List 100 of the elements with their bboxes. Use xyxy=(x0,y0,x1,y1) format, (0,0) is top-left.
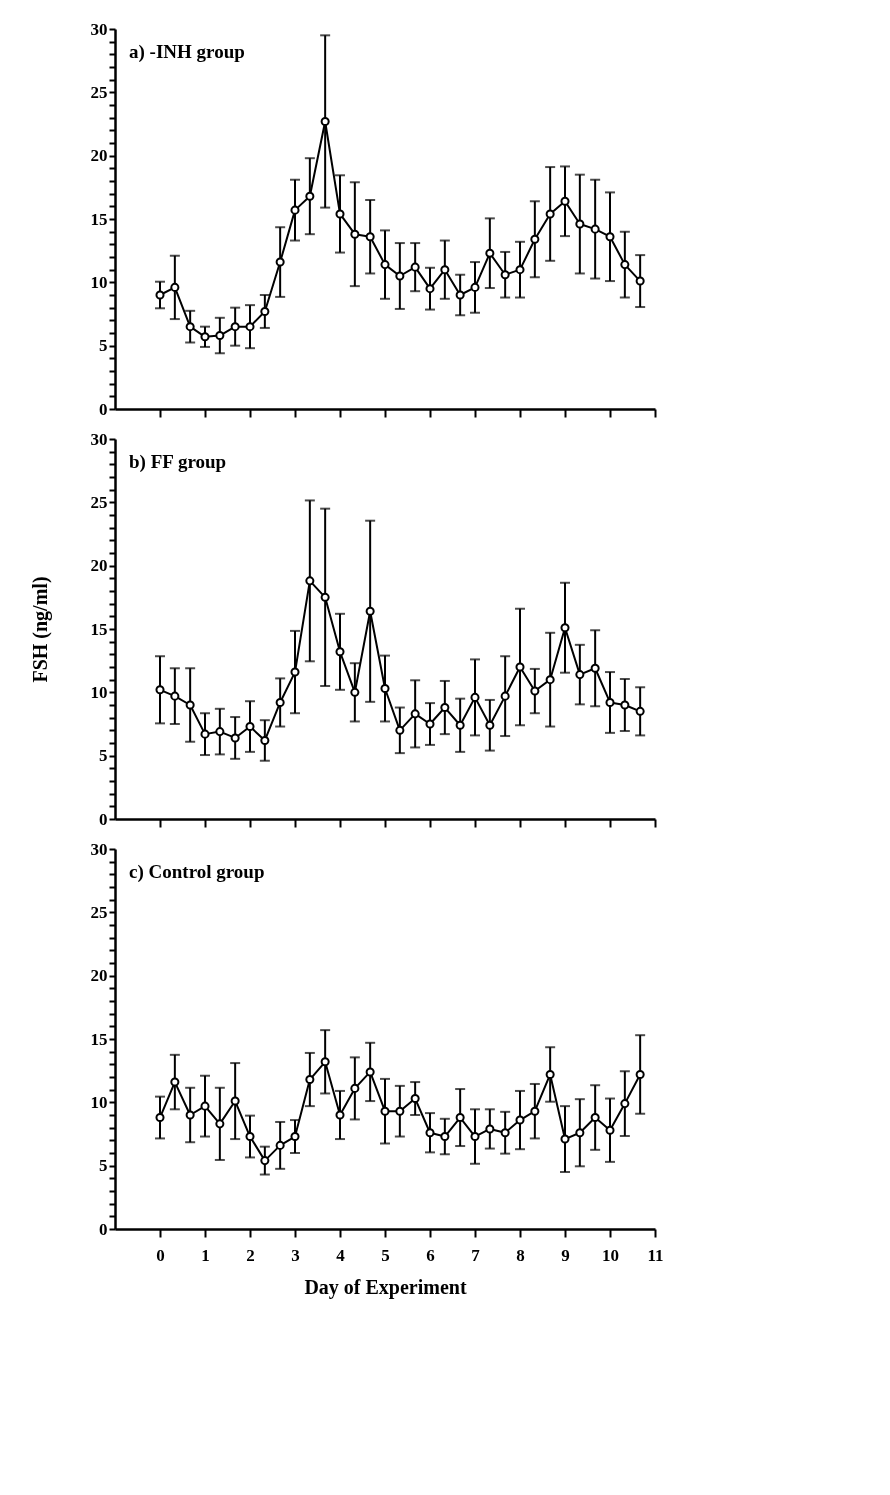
y-tick-label: 0 xyxy=(99,809,108,829)
point xyxy=(485,1124,495,1134)
point xyxy=(485,248,495,258)
point xyxy=(320,1057,330,1067)
y-tick-label: 15 xyxy=(90,619,108,639)
point xyxy=(455,290,465,300)
x-tick-label: 8 xyxy=(516,1245,525,1265)
point xyxy=(620,260,630,270)
point xyxy=(380,684,390,694)
point xyxy=(410,1094,420,1104)
point xyxy=(395,725,405,735)
point xyxy=(530,234,540,244)
point xyxy=(530,686,540,696)
point xyxy=(560,623,570,633)
point xyxy=(515,662,525,672)
point xyxy=(530,1106,540,1116)
y-tick-label: 30 xyxy=(90,429,108,449)
point xyxy=(350,687,360,697)
point xyxy=(170,691,180,701)
point xyxy=(500,270,510,280)
point xyxy=(365,232,375,242)
point xyxy=(470,692,480,702)
point xyxy=(215,1119,225,1129)
point xyxy=(170,1077,180,1087)
point xyxy=(635,276,645,286)
y-tick-label: 30 xyxy=(90,839,108,859)
point xyxy=(290,1132,300,1142)
point xyxy=(395,1106,405,1116)
point xyxy=(470,282,480,292)
y-tick-label: 0 xyxy=(99,1219,108,1239)
point xyxy=(425,1128,435,1138)
point xyxy=(350,1083,360,1093)
y-tick-label: 15 xyxy=(90,209,108,229)
point xyxy=(620,700,630,710)
y-tick-label: 20 xyxy=(90,146,108,166)
y-tick-label: 15 xyxy=(90,1029,108,1049)
point xyxy=(410,709,420,719)
point xyxy=(440,703,450,713)
point xyxy=(155,1113,165,1123)
point xyxy=(185,322,195,332)
x-tick-label: 5 xyxy=(381,1245,390,1265)
point xyxy=(560,1134,570,1144)
y-tick-label: 10 xyxy=(90,272,108,292)
point xyxy=(440,265,450,275)
point xyxy=(425,719,435,729)
point xyxy=(590,1113,600,1123)
point xyxy=(185,1110,195,1120)
y-tick-label: 25 xyxy=(90,82,108,102)
point xyxy=(200,332,210,342)
point xyxy=(590,224,600,234)
y-tick-label: 5 xyxy=(99,1156,108,1176)
point xyxy=(455,720,465,730)
y-tick-label: 20 xyxy=(90,966,108,986)
y-tick-label: 20 xyxy=(90,556,108,576)
point xyxy=(635,1069,645,1079)
point xyxy=(290,667,300,677)
point xyxy=(200,729,210,739)
point xyxy=(395,271,405,281)
point xyxy=(230,322,240,332)
text: a) -INH group xyxy=(129,41,245,63)
point xyxy=(305,576,315,586)
x-tick-label: 4 xyxy=(336,1245,346,1265)
y-axis-title: FSH (ng/ml) xyxy=(28,576,52,683)
point xyxy=(230,733,240,743)
point xyxy=(575,670,585,680)
point xyxy=(575,219,585,229)
point xyxy=(320,592,330,602)
x-tick-label: 11 xyxy=(647,1245,664,1265)
point xyxy=(275,257,285,267)
point xyxy=(215,727,225,737)
point xyxy=(155,685,165,695)
point xyxy=(545,209,555,219)
point xyxy=(455,1113,465,1123)
point xyxy=(245,322,255,332)
point xyxy=(230,1096,240,1106)
point xyxy=(575,1128,585,1138)
point xyxy=(305,1075,315,1085)
point xyxy=(200,1101,210,1111)
point xyxy=(275,697,285,707)
x-axis-title: Day of Experiment xyxy=(304,1275,467,1299)
text: b) FF group xyxy=(129,451,227,473)
point xyxy=(215,331,225,341)
point xyxy=(605,697,615,707)
y-tick-label: 10 xyxy=(90,682,108,702)
point xyxy=(305,191,315,201)
point xyxy=(590,663,600,673)
point xyxy=(515,265,525,275)
point xyxy=(380,1106,390,1116)
x-tick-label: 1 xyxy=(201,1245,210,1265)
x-tick-label: 2 xyxy=(246,1245,255,1265)
point xyxy=(260,735,270,745)
point xyxy=(560,196,570,206)
point xyxy=(635,706,645,716)
point xyxy=(425,284,435,294)
point xyxy=(155,290,165,300)
point xyxy=(545,1069,555,1079)
point xyxy=(500,1128,510,1138)
y-tick-label: 30 xyxy=(90,19,108,39)
y-tick-label: 5 xyxy=(99,746,108,766)
x-tick-label: 0 xyxy=(156,1245,165,1265)
